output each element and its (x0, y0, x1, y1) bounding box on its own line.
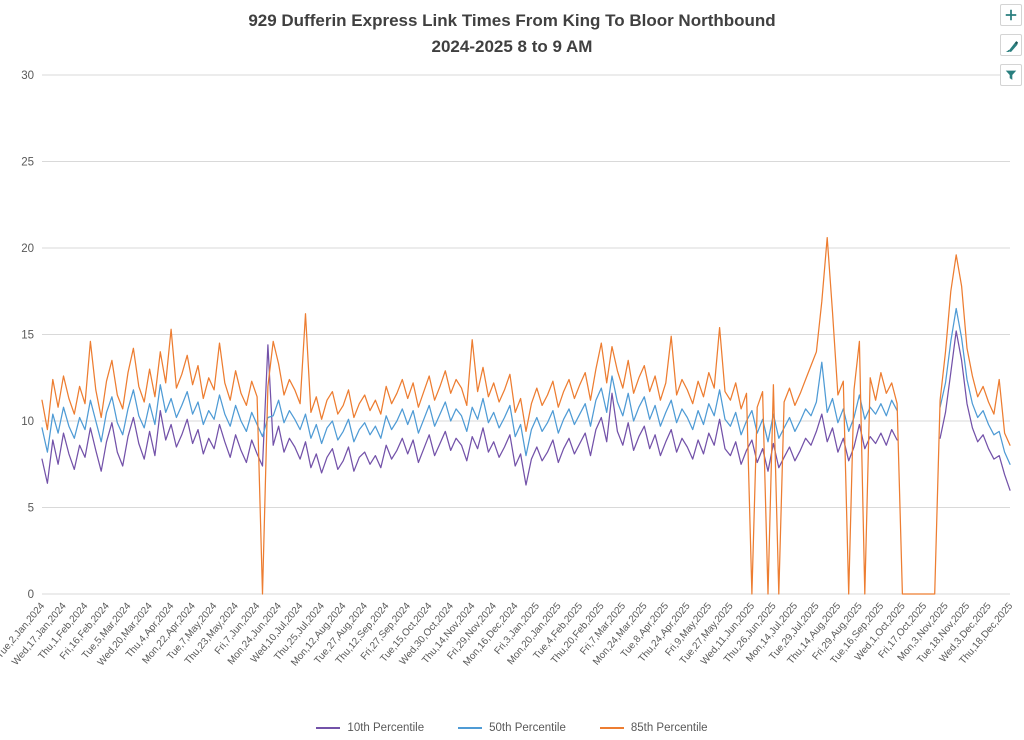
series-line-50th-percentile[interactable] (41, 307, 1011, 465)
series-line-10th-percentile[interactable] (41, 330, 1011, 491)
brush-icon (1005, 41, 1018, 52)
legend-label-50th-percentile: 50th Percentile (489, 722, 566, 734)
chart-title-line2: 2024-2025 8 to 9 AM (431, 37, 593, 57)
chart-filters-button[interactable] (1000, 64, 1022, 86)
plus-icon (1005, 9, 1017, 21)
y-tick-label: 15 (21, 330, 34, 342)
legend-label-85th-percentile: 85th Percentile (630, 722, 708, 734)
series-line-85th-percentile[interactable] (41, 236, 1011, 595)
chart-side-buttons (1000, 4, 1022, 86)
legend-item-50th-percentile[interactable]: 50th Percentile (458, 722, 566, 734)
chart-styles-button[interactable] (1000, 34, 1022, 56)
legend-item-85th-percentile[interactable]: 85th Percentile (599, 722, 708, 734)
legend-swatch-85th-percentile (599, 726, 624, 730)
legend-label-10th-percentile: 10th Percentile (347, 722, 425, 734)
chart-title: 929 Dufferin Express Link Times From Kin… (0, 8, 1024, 61)
chart-elements-button[interactable] (1000, 4, 1022, 26)
y-tick-label: 25 (21, 157, 34, 169)
legend: 10th Percentile 50th Percentile 85th Per… (0, 722, 1024, 734)
funnel-icon (1005, 70, 1017, 80)
y-tick-label: 20 (21, 243, 34, 255)
legend-swatch-50th-percentile (458, 726, 483, 730)
legend-swatch-10th-percentile (316, 726, 341, 730)
y-tick-label: 30 (21, 70, 34, 82)
legend-item-10th-percentile[interactable]: 10th Percentile (316, 722, 424, 734)
y-tick-label: 10 (21, 416, 34, 428)
y-tick-label: 0 (28, 589, 34, 601)
chart-title-line1: 929 Dufferin Express Link Times From Kin… (248, 11, 776, 30)
y-tick-label: 5 (28, 503, 34, 515)
